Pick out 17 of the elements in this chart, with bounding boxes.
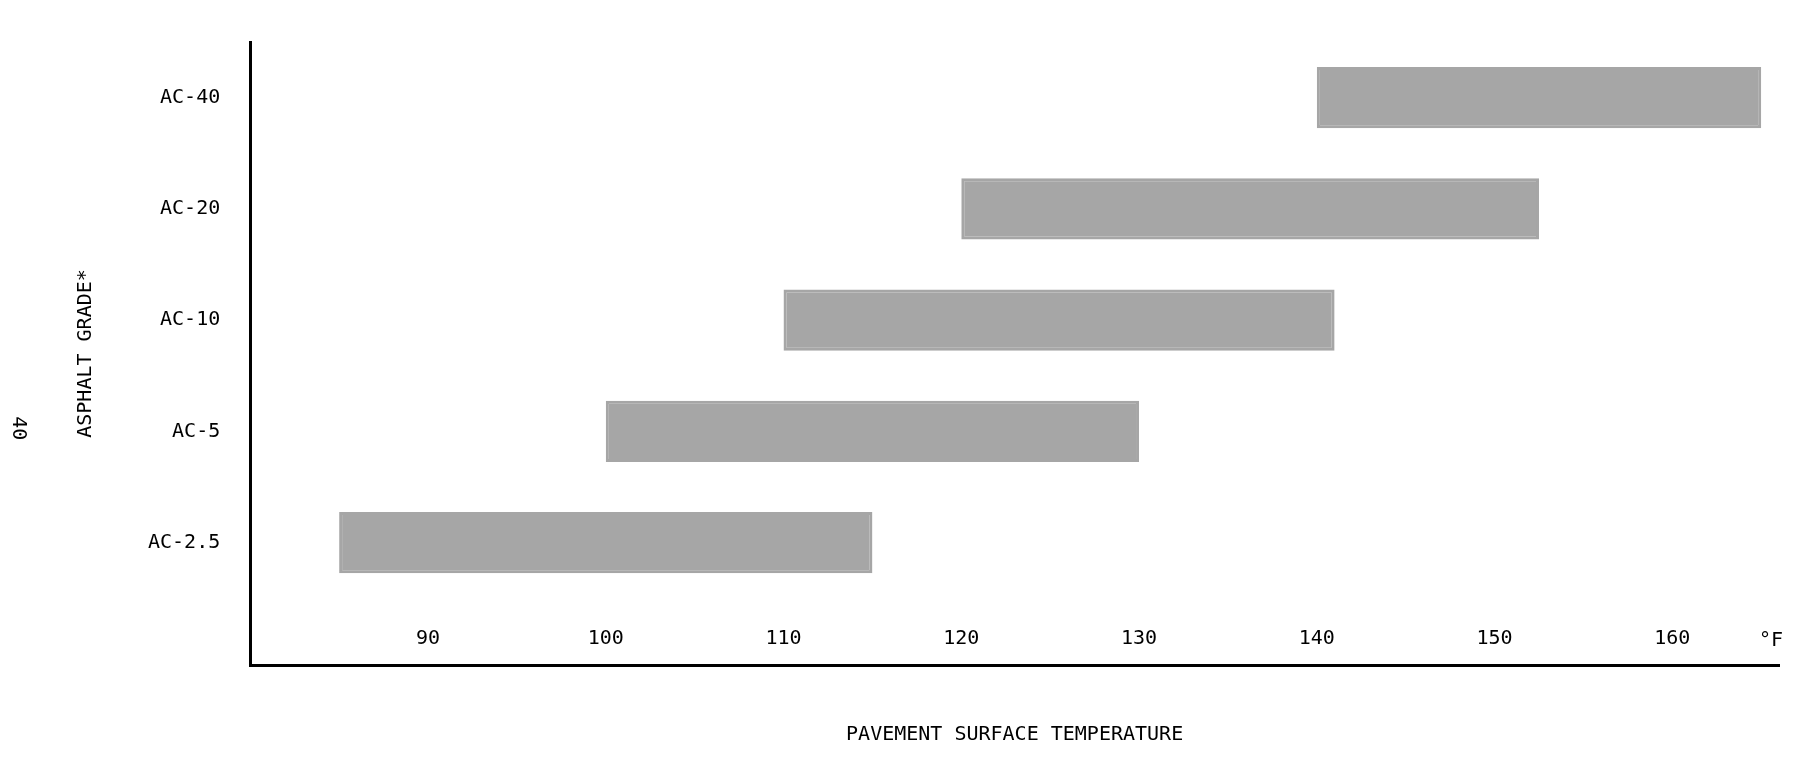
text: 40 [7, 416, 32, 441]
y-tick-label: AC-5 [172, 417, 221, 442]
y-axis-title: ASPHALT GRADE* [72, 269, 97, 438]
y-tick-label: AC-40 [160, 83, 221, 108]
x-tick-label: 160 [1654, 625, 1691, 650]
y-tick-label: AC-2.5 [148, 528, 221, 553]
x-tick-label: 140 [1298, 625, 1335, 650]
y-tick-label: AC-10 [160, 306, 221, 331]
x-tick-label: 150 [1476, 625, 1513, 650]
x-tick-label: 130 [1120, 625, 1158, 650]
x-tick-label: 120 [943, 625, 980, 650]
x-tick-label: 110 [765, 625, 802, 650]
y-tick-label: AC-20 [160, 195, 221, 220]
x-tick-label: 90 [415, 625, 441, 650]
x-axis-title: PAVEMENT SURFACE TEMPERATURE [846, 721, 1184, 746]
annotation: °F [1758, 627, 1783, 652]
x-tick-label: 100 [587, 625, 624, 650]
